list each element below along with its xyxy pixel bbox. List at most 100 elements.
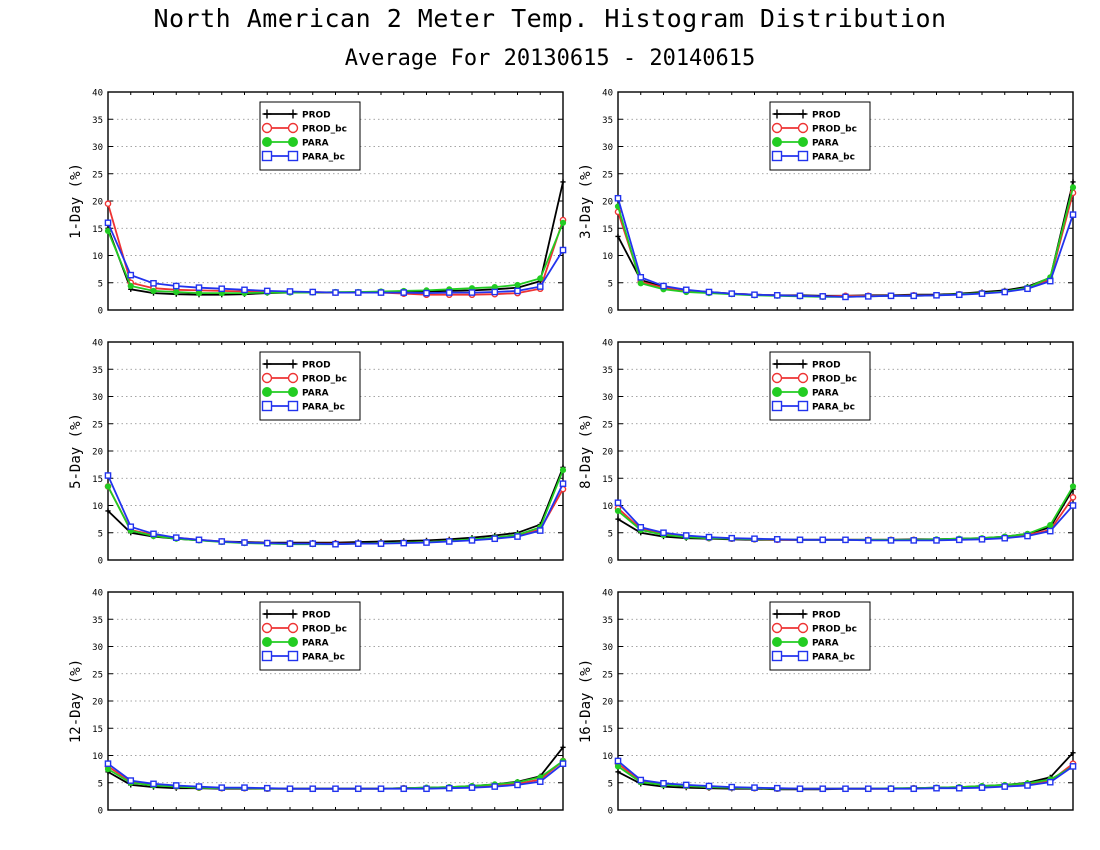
data-point bbox=[560, 744, 566, 750]
legend-marker bbox=[771, 150, 783, 162]
data-point bbox=[400, 539, 408, 547]
series-line bbox=[107, 181, 564, 296]
data-point bbox=[614, 757, 622, 765]
y-tick-label: 10 bbox=[92, 752, 103, 762]
data-point bbox=[682, 781, 690, 789]
data-point bbox=[728, 534, 736, 542]
data-point bbox=[728, 783, 736, 791]
y-tick-label: 15 bbox=[92, 225, 103, 235]
y-tick-label: 20 bbox=[92, 698, 103, 708]
data-point bbox=[127, 271, 135, 279]
y-tick-label: 40 bbox=[602, 339, 613, 349]
data-point bbox=[773, 535, 781, 543]
series-PROD bbox=[105, 179, 566, 298]
legend-marker bbox=[288, 637, 298, 647]
data-point bbox=[559, 219, 567, 226]
data-point bbox=[173, 288, 180, 296]
y-tick-label: 30 bbox=[92, 143, 103, 153]
data-point bbox=[933, 784, 940, 792]
legend-label: PROD_bc bbox=[302, 625, 347, 635]
legend-marker bbox=[771, 622, 783, 634]
panel-2: 0 5 10 15 20 25 30 35 40 3-Day (%) PROD PROD_bc PARA… bbox=[578, 89, 1077, 317]
series-PARA_bc bbox=[104, 760, 567, 793]
data-point bbox=[637, 274, 645, 281]
data-point bbox=[514, 781, 521, 789]
series-PARA_bc bbox=[614, 757, 1077, 793]
data-point bbox=[514, 533, 521, 540]
legend-marker bbox=[771, 650, 783, 662]
data-point bbox=[309, 540, 317, 547]
data-point bbox=[1070, 750, 1076, 756]
legend-marker bbox=[771, 372, 783, 384]
y-tick-label: 40 bbox=[602, 89, 613, 99]
y-tick-label: 40 bbox=[602, 589, 613, 599]
data-point bbox=[377, 289, 385, 296]
data-point bbox=[423, 539, 430, 546]
legend-marker bbox=[287, 400, 299, 412]
series-PARA_bc bbox=[614, 499, 1077, 544]
legend-marker bbox=[797, 622, 809, 634]
legend-marker bbox=[771, 122, 783, 134]
y-tick-label: 25 bbox=[602, 170, 613, 180]
y-tick-label: 5 bbox=[98, 529, 103, 539]
legend-marker bbox=[797, 400, 809, 412]
data-point bbox=[910, 785, 918, 793]
legend-marker bbox=[798, 137, 808, 147]
legend-label: PARA bbox=[302, 389, 329, 399]
y-tick-label: 10 bbox=[602, 252, 613, 262]
data-point bbox=[263, 287, 271, 295]
y-tick-label: 20 bbox=[602, 198, 613, 208]
y-tick-label: 35 bbox=[92, 616, 103, 626]
legend-label: PARA_bc bbox=[812, 153, 855, 163]
y-tick-label: 0 bbox=[98, 307, 103, 317]
y-tick-label: 25 bbox=[92, 420, 103, 430]
data-point bbox=[150, 287, 157, 295]
y-tick-label: 0 bbox=[98, 557, 103, 567]
y-axis-label: 16-Day (%) bbox=[578, 659, 594, 743]
legend-marker bbox=[772, 609, 782, 619]
legend-marker bbox=[287, 622, 299, 634]
y-tick-label: 40 bbox=[92, 339, 103, 349]
legend-marker bbox=[798, 637, 808, 647]
chart-subtitle: Average For 20130615 - 20140615 bbox=[344, 46, 756, 71]
data-point bbox=[614, 499, 622, 507]
data-point bbox=[864, 785, 872, 793]
data-point bbox=[615, 516, 621, 522]
y-tick-label: 20 bbox=[602, 448, 613, 458]
panel-6: 0 5 10 15 20 25 30 35 40 16-Day (%) PROD PROD_bc PAR… bbox=[578, 589, 1077, 817]
data-point bbox=[1069, 483, 1077, 490]
data-point bbox=[150, 279, 157, 287]
data-point bbox=[1070, 179, 1076, 185]
data-point bbox=[955, 291, 963, 299]
data-point bbox=[910, 537, 918, 544]
series-line bbox=[617, 198, 1074, 298]
legend-box bbox=[769, 351, 871, 421]
data-point bbox=[560, 179, 566, 185]
y-tick-label: 15 bbox=[602, 225, 613, 235]
legend-marker bbox=[288, 387, 298, 397]
legend-marker bbox=[262, 109, 272, 119]
y-tick-label: 15 bbox=[92, 475, 103, 485]
data-point bbox=[400, 289, 408, 296]
legend-label: PROD_bc bbox=[302, 125, 347, 135]
legend: PROD PROD_bc PARA PARA_bc bbox=[769, 601, 871, 671]
y-tick-label: 35 bbox=[602, 366, 613, 376]
data-point bbox=[614, 507, 622, 515]
data-point bbox=[864, 537, 872, 544]
legend: PROD PROD_bc PARA PARA_bc bbox=[769, 351, 871, 421]
legend-marker bbox=[798, 387, 808, 397]
data-point bbox=[354, 540, 362, 547]
y-axis-label: 5-Day (%) bbox=[68, 413, 84, 489]
data-point bbox=[172, 282, 180, 290]
data-point bbox=[842, 536, 849, 544]
legend-label: PARA_bc bbox=[302, 153, 345, 163]
data-point bbox=[104, 219, 112, 227]
data-point bbox=[332, 289, 339, 296]
legend-label: PARA_bc bbox=[302, 403, 345, 413]
data-point bbox=[354, 785, 362, 793]
legend-marker bbox=[772, 387, 782, 397]
series-line bbox=[107, 203, 564, 296]
data-point bbox=[559, 760, 567, 767]
data-point bbox=[104, 766, 112, 773]
data-point bbox=[1069, 211, 1077, 218]
